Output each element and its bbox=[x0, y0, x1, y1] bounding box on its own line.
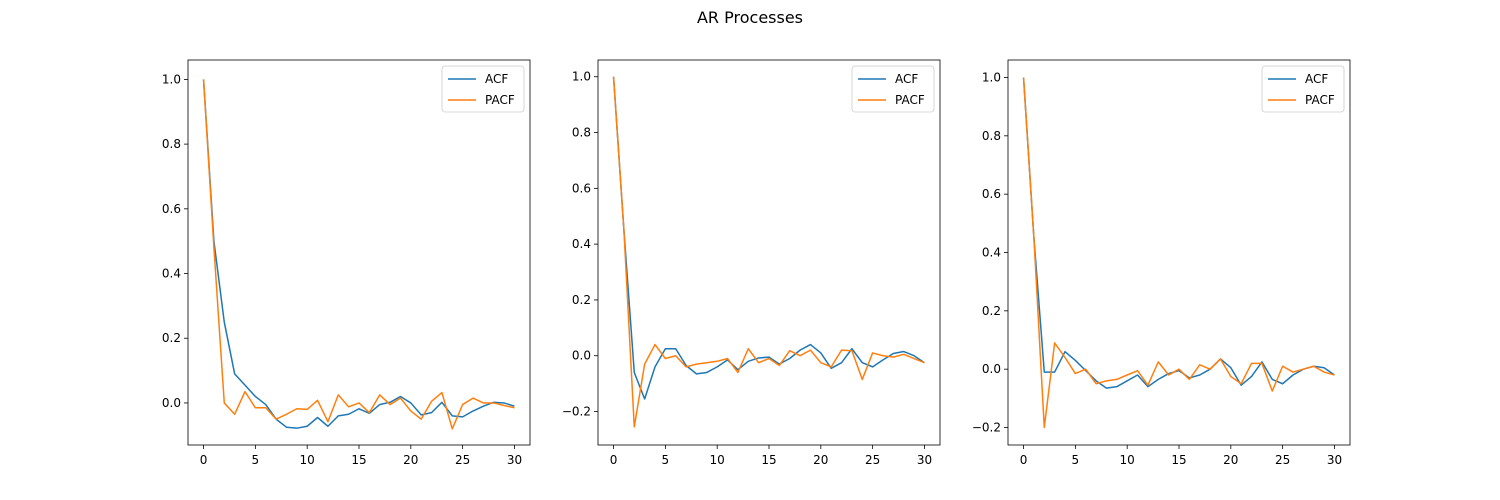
series-line-pacf bbox=[202, 79, 515, 430]
series-line-pacf bbox=[1022, 77, 1335, 429]
legend-label-pacf: PACF bbox=[895, 93, 925, 107]
x-tick-label: 20 bbox=[403, 453, 418, 467]
y-tick-label: 0.4 bbox=[572, 237, 591, 251]
y-tick-label: 0.0 bbox=[162, 396, 181, 410]
y-tick-label: 0.6 bbox=[982, 187, 1001, 201]
subplot-3: 0 5 10 15 20 25 30 −0.2 0.0 0.2 0.4 0.6 0.8 1.0 ACF PAC… bbox=[972, 59, 1351, 467]
x-tick-label: 0 bbox=[200, 453, 208, 467]
x-tick-label: 25 bbox=[1275, 453, 1290, 467]
subplot-2: 0 5 10 15 20 25 30 −0.2 0.0 0.2 0.4 0.6 0.8 1.0 ACF PAC… bbox=[562, 59, 941, 467]
y-tick-label: 0.6 bbox=[162, 202, 181, 216]
legend-label-pacf: PACF bbox=[1305, 93, 1335, 107]
x-tick-label: 10 bbox=[710, 453, 725, 467]
y-tick-label: 0.0 bbox=[572, 349, 591, 363]
legend: ACF PACF bbox=[1261, 65, 1345, 113]
series-line-acf bbox=[612, 76, 925, 400]
subplot-1: 0 5 10 15 20 25 30 0.0 0.2 0.4 0.6 0.8 1.0 ACF PACF bbox=[162, 59, 531, 467]
y-tick-label: −0.2 bbox=[972, 421, 1001, 435]
series-line-acf bbox=[1022, 77, 1335, 389]
x-tick-label: 5 bbox=[662, 453, 670, 467]
x-tick-label: 25 bbox=[455, 453, 470, 467]
axes-frame bbox=[1007, 59, 1351, 446]
legend-label-acf: ACF bbox=[485, 72, 508, 86]
y-tick-label: 0.2 bbox=[162, 331, 181, 345]
x-tick-label: 25 bbox=[865, 453, 880, 467]
axes-frame bbox=[187, 59, 531, 446]
x-tick-label: 30 bbox=[917, 453, 932, 467]
y-tick-label: 0.8 bbox=[162, 137, 181, 151]
axes-frame bbox=[597, 59, 941, 446]
y-tick-label: 1.0 bbox=[572, 70, 591, 84]
y-tick-label: 1.0 bbox=[162, 72, 181, 86]
legend: ACF PACF bbox=[441, 65, 525, 113]
legend: ACF PACF bbox=[851, 65, 935, 113]
x-tick-label: 20 bbox=[1223, 453, 1238, 467]
legend-label-pacf: PACF bbox=[485, 93, 515, 107]
x-tick-label: 15 bbox=[351, 453, 366, 467]
y-tick-label: 1.0 bbox=[982, 71, 1001, 85]
y-tick-label: 0.8 bbox=[572, 126, 591, 140]
x-tick-label: 30 bbox=[507, 453, 522, 467]
legend-label-acf: ACF bbox=[1305, 72, 1328, 86]
x-tick-label: 0 bbox=[610, 453, 618, 467]
series-line-pacf bbox=[612, 76, 925, 428]
y-tick-label: 0.8 bbox=[982, 129, 1001, 143]
x-tick-label: 15 bbox=[761, 453, 776, 467]
y-tick-label: 0.0 bbox=[982, 362, 1001, 376]
y-tick-label: −0.2 bbox=[562, 405, 591, 419]
x-tick-label: 10 bbox=[300, 453, 315, 467]
x-tick-label: 5 bbox=[1072, 453, 1080, 467]
x-tick-label: 10 bbox=[1120, 453, 1135, 467]
x-tick-label: 15 bbox=[1171, 453, 1186, 467]
y-tick-label: 0.4 bbox=[162, 267, 181, 281]
y-tick-label: 0.4 bbox=[982, 246, 1001, 260]
figure-title: AR Processes bbox=[697, 8, 803, 27]
y-tick-label: 0.6 bbox=[572, 181, 591, 195]
x-tick-label: 30 bbox=[1327, 453, 1342, 467]
x-tick-label: 5 bbox=[252, 453, 260, 467]
plots-container: 0 5 10 15 20 25 30 0.0 0.2 0.4 0.6 0.8 1.0 ACF PACF 0 5 1… bbox=[162, 59, 1351, 467]
y-tick-label: 0.2 bbox=[572, 293, 591, 307]
legend-label-acf: ACF bbox=[895, 72, 918, 86]
x-tick-label: 20 bbox=[813, 453, 828, 467]
x-tick-label: 0 bbox=[1020, 453, 1028, 467]
series-line-acf bbox=[202, 79, 515, 429]
y-tick-label: 0.2 bbox=[982, 304, 1001, 318]
